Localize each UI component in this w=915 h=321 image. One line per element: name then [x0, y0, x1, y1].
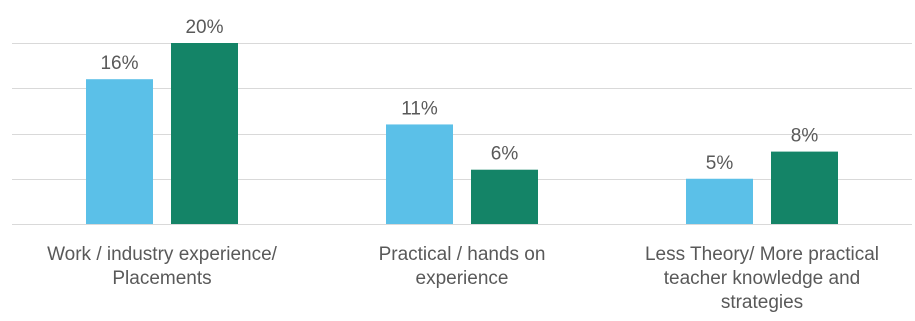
- category-label: Less Theory/ More practical teacher knowl…: [645, 244, 879, 313]
- data-label: 5%: [706, 153, 734, 174]
- data-label: 8%: [791, 126, 819, 147]
- data-label: 16%: [100, 53, 138, 74]
- data-label: 6%: [491, 144, 519, 165]
- category-labels: Work / industry experience/Placements Pra…: [47, 244, 879, 313]
- data-label: 11%: [401, 98, 438, 119]
- bar: [771, 151, 838, 224]
- data-labels: 16% 20% 11% 6% 5% 8%: [100, 17, 818, 174]
- bar: [86, 79, 153, 224]
- bar: [686, 178, 753, 224]
- category-label: Work / industry experience/Placements: [47, 244, 278, 289]
- gridlines: [12, 43, 912, 225]
- data-label: 20%: [185, 17, 223, 38]
- bar: [471, 169, 538, 224]
- category-label: Practical / hands on experience: [379, 244, 546, 289]
- bar: [171, 43, 238, 224]
- bar: [386, 124, 453, 224]
- bars: [86, 43, 838, 224]
